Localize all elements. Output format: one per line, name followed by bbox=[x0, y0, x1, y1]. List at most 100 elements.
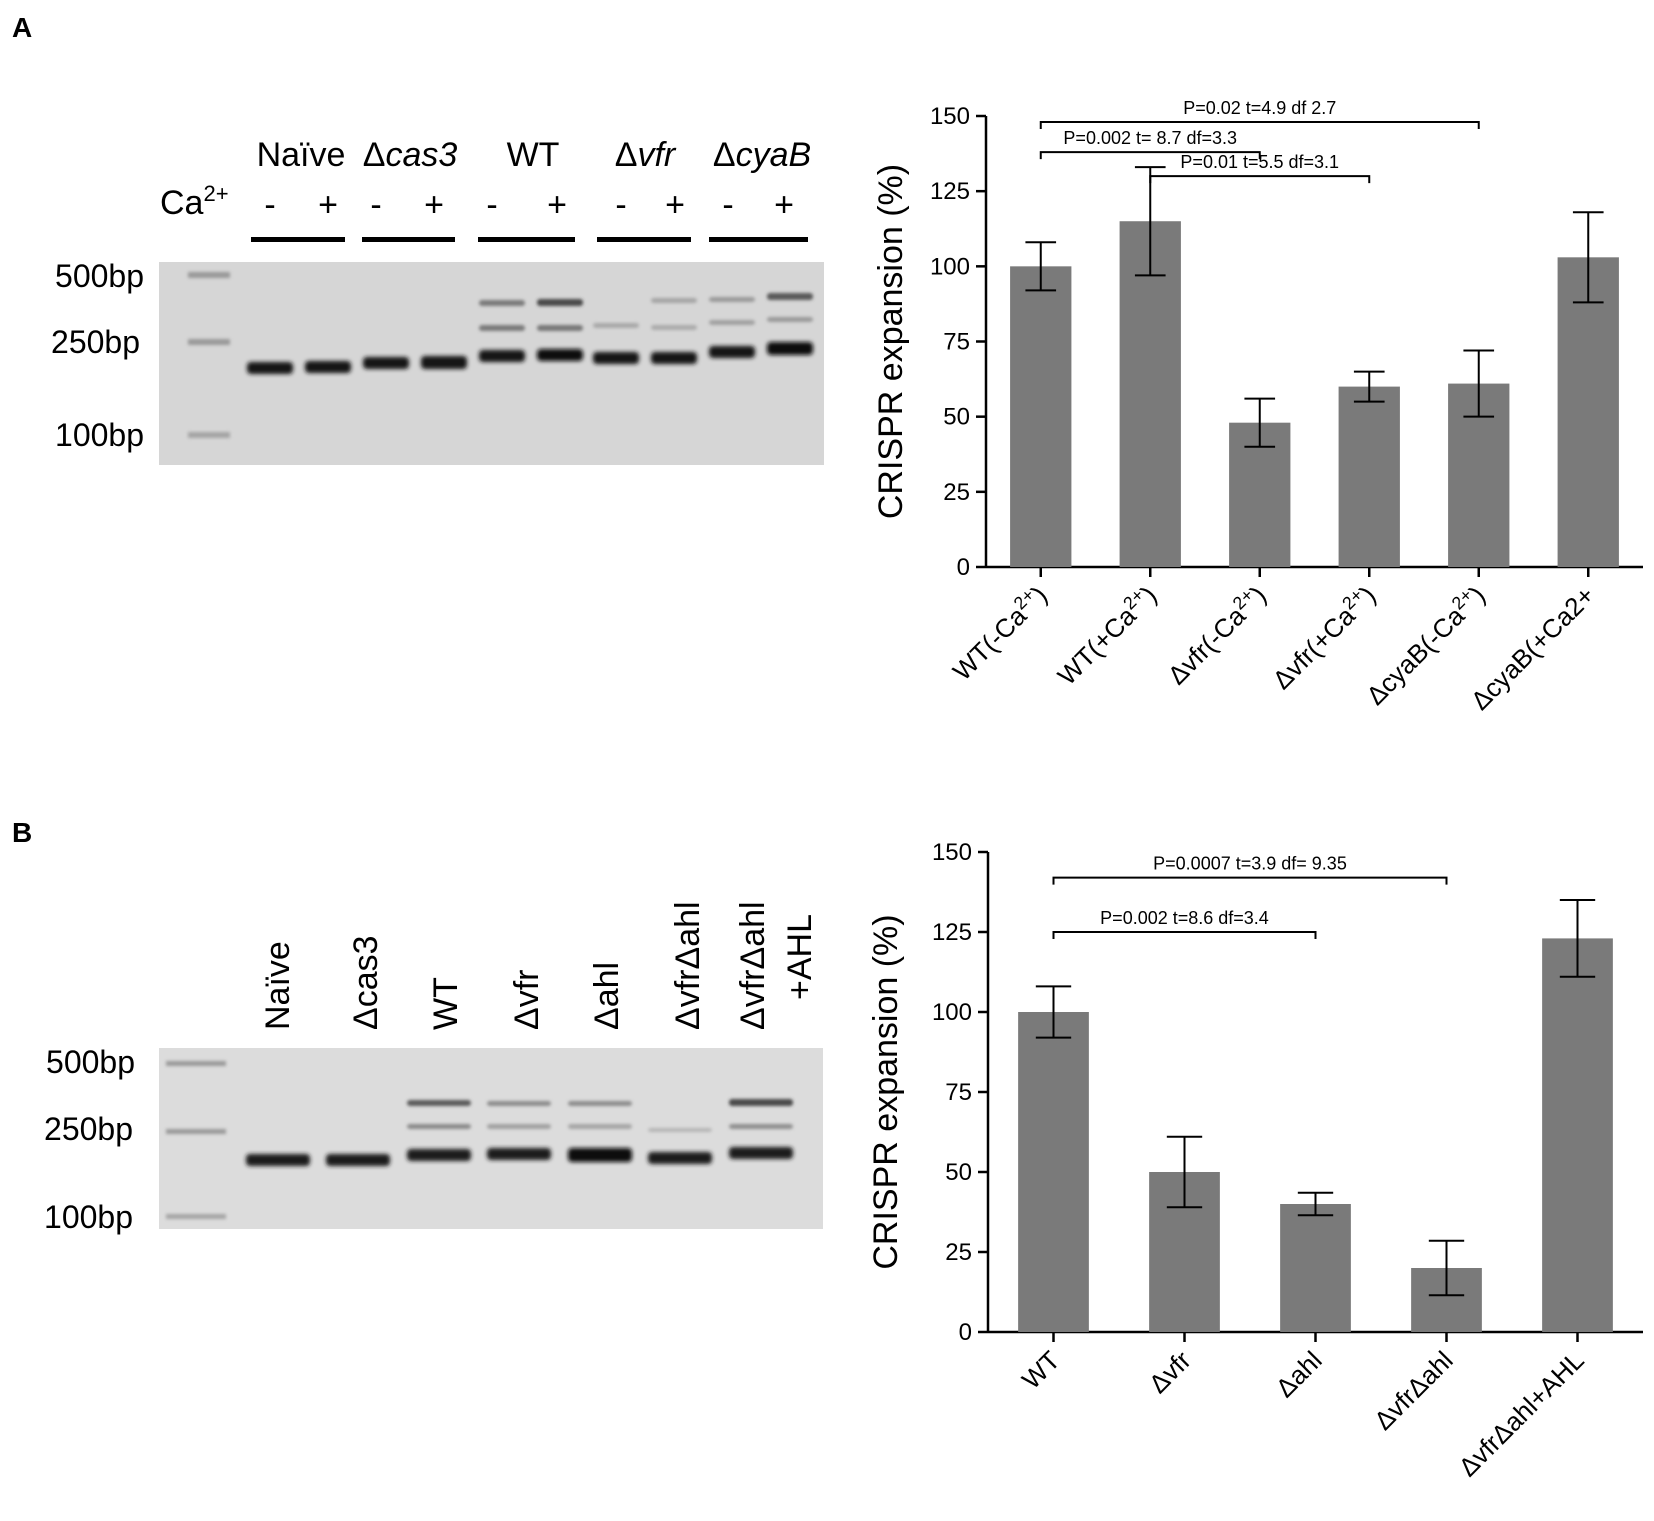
gel-a-group-0: Naïve bbox=[257, 136, 346, 174]
gel-b-lane-5-band-main bbox=[568, 1148, 632, 1162]
gel-a-sign-1: + bbox=[318, 186, 338, 224]
chart-a-error-bar-4 bbox=[1463, 349, 1495, 418]
gel-a-lane-10-band-main bbox=[767, 342, 813, 355]
chart-b-significance-0: P=0.0007 t=3.9 df= 9.35 bbox=[1052, 854, 1448, 885]
gel-a-lane-6-band-top bbox=[537, 299, 583, 306]
chart-a-significance-bracket-1 bbox=[1039, 151, 1261, 160]
gel-a-lane-2-band bbox=[305, 361, 351, 373]
gel-b-ladder-band-250 bbox=[166, 1129, 226, 1134]
chart-b-significance-bracket-1 bbox=[1052, 931, 1317, 939]
chart-b-error-bar-0 bbox=[1035, 985, 1072, 1039]
gel-a-ca-sup: 2+ bbox=[203, 181, 228, 206]
gel-a-lane-3-band bbox=[363, 357, 409, 369]
gel-b-lane-label-3: Δvfr bbox=[508, 970, 546, 1030]
chart-a-x-label-pre-4: ΔcyaB(-Ca bbox=[1360, 600, 1470, 710]
gel-a-ladder-250: 250bp bbox=[51, 324, 140, 360]
gel-b-lane-6-band-main bbox=[648, 1152, 712, 1164]
chart-a-bar-0 bbox=[1010, 266, 1072, 567]
chart-b-x-label-pre-0: WT bbox=[1016, 1345, 1066, 1395]
chart-b-y-tick-label-2: 50 bbox=[945, 1159, 972, 1186]
gel-b-lane-3-band-main bbox=[407, 1149, 471, 1161]
gel-b-lane-7-band-main bbox=[729, 1147, 793, 1159]
gel-a-lane-8-band-mid bbox=[651, 325, 697, 330]
gel-b-lane-label-2: WT bbox=[427, 977, 465, 1030]
gel-a-group-bar-2 bbox=[478, 237, 575, 242]
chart-a-y-tick-label-4: 100 bbox=[930, 253, 970, 280]
gel-a-group-bar-0 bbox=[251, 237, 345, 242]
gel-a-header: Naïve Δcas3 WT Δvfr ΔcyaB Ca2+ - + - + - + - + -… bbox=[160, 136, 811, 242]
gel-a-lane-7-band-main bbox=[593, 352, 639, 364]
gel-a-lane-9-band-mid bbox=[709, 320, 755, 325]
gel-a-lane-10-band-top bbox=[767, 293, 813, 300]
chart-b-bar-0 bbox=[1018, 1012, 1089, 1332]
gel-b-lane-1-band bbox=[246, 1154, 310, 1166]
chart-b: 0 25 50 75 100 125 150 CRISPR expansion (%) WT Δv… bbox=[867, 839, 1643, 1482]
gel-b-lane-label-7: +AHL bbox=[781, 914, 819, 1000]
gel-b-header: Naïve Δcas3 WT Δvfr Δahl ΔvfrΔahl ΔvfrΔa… bbox=[259, 901, 819, 1030]
chart-a-x-tick-label-2: Δvfr(-Ca2+) bbox=[1160, 579, 1272, 691]
gel-a-image bbox=[159, 262, 824, 465]
gel-b-lane-2-band bbox=[326, 1154, 390, 1166]
chart-a-significance-bracket-2 bbox=[1149, 175, 1371, 184]
gel-b-lane-4-band-top bbox=[487, 1101, 551, 1106]
gel-a-lane-6-band-main bbox=[537, 349, 583, 361]
gel-a-lane-7-band-mid bbox=[593, 323, 639, 328]
gel-b-lane-3-band-mid bbox=[407, 1124, 471, 1129]
chart-b-significance-label-0: P=0.0007 t=3.9 df= 9.35 bbox=[1153, 854, 1347, 874]
gel-a-group-3-name: vfr bbox=[637, 136, 676, 174]
gel-a-sign-4: - bbox=[486, 186, 497, 224]
chart-a-x-tick-label-3: Δvfr(+Ca2+) bbox=[1265, 579, 1381, 695]
chart-b-y-tick-label-3: 75 bbox=[945, 1079, 972, 1106]
gel-a-group-1-name: cas3 bbox=[385, 136, 457, 174]
gel-a-group-3-prefix: Δ bbox=[615, 136, 638, 174]
chart-b-significance-bracket-0 bbox=[1052, 876, 1448, 885]
chart-b-x-label-pre-2: Δahl bbox=[1270, 1345, 1328, 1403]
chart-a-y-tick-label-6: 150 bbox=[930, 103, 970, 130]
gel-b-lane-4-band-mid bbox=[487, 1124, 551, 1129]
gel-b-lane-4-band-main bbox=[487, 1148, 551, 1160]
gel-a-sign-0: - bbox=[264, 186, 275, 224]
chart-b-y-tick-label-6: 150 bbox=[932, 839, 972, 866]
gel-a-lane-5-band-top bbox=[479, 300, 525, 306]
chart-b-x-label-pre-3: ΔvfrΔahl bbox=[1368, 1345, 1459, 1436]
gel-b-lane-6-band-mid bbox=[648, 1128, 712, 1132]
gel-b-lane-7-band-mid bbox=[729, 1124, 793, 1129]
gel-a-group-bar-4 bbox=[709, 237, 808, 242]
chart-a-error-bar-5 bbox=[1572, 211, 1604, 304]
chart-a-significance-label-0: P=0.02 t=4.9 df 2.7 bbox=[1183, 98, 1336, 118]
chart-b-bar-4 bbox=[1542, 938, 1613, 1332]
chart-a-y-tick-label-1: 25 bbox=[943, 479, 970, 506]
chart-b-x-tick-label-2: Δahl bbox=[1270, 1345, 1328, 1403]
chart-b-y-tick-label-5: 125 bbox=[932, 919, 972, 946]
chart-b-x-tick-label-0: WT bbox=[1016, 1345, 1066, 1395]
gel-b-lane-label-0: Naïve bbox=[259, 941, 297, 1030]
gel-a-lane-9-band-top bbox=[709, 297, 755, 302]
chart-b-error-bar-1 bbox=[1166, 1135, 1203, 1209]
gel-a-group-1-prefix: Δ bbox=[363, 136, 386, 174]
gel-a-group-2: WT bbox=[507, 136, 560, 174]
gel-a-group-1: Δcas3 bbox=[363, 136, 458, 174]
gel-a-group-bar-1 bbox=[362, 237, 455, 242]
gel-b-ladder-band-100 bbox=[166, 1214, 226, 1219]
gel-b-image bbox=[159, 1048, 823, 1229]
gel-b-ladder-500: 500bp bbox=[46, 1044, 135, 1080]
gel-a-group-4-name: cyaB bbox=[736, 136, 812, 174]
gel-b-lane-label-5: ΔvfrΔahl bbox=[669, 901, 707, 1030]
gel-a-lane-8-band-main bbox=[651, 352, 697, 364]
panel-b-letter: B bbox=[12, 817, 32, 848]
chart-a-significance-bracket-0 bbox=[1039, 121, 1480, 130]
gel-a-lane-1-band bbox=[247, 362, 293, 374]
gel-a-lane-9-band-main bbox=[709, 346, 755, 358]
chart-a-significance-0: P=0.02 t=4.9 df 2.7 bbox=[1039, 98, 1480, 130]
chart-b-error-bar-3 bbox=[1428, 1239, 1465, 1297]
gel-a-ladder-band-500 bbox=[188, 272, 230, 278]
chart-b-significance-label-1: P=0.002 t=8.6 df=3.4 bbox=[1100, 908, 1269, 928]
chart-b-y-tick-label-0: 0 bbox=[959, 1319, 972, 1346]
chart-b-error-bar-2 bbox=[1297, 1191, 1334, 1217]
chart-a-x-label-pre-1: WT(+Ca bbox=[1052, 600, 1143, 691]
gel-a-ca-text: Ca bbox=[160, 184, 204, 222]
chart-a: 0 25 50 75 100 125 150 CRISPR expansion (%) WT(-… bbox=[872, 98, 1643, 716]
chart-a-error-bar-2 bbox=[1244, 397, 1276, 448]
chart-a-y-tick-label-2: 50 bbox=[943, 404, 970, 431]
